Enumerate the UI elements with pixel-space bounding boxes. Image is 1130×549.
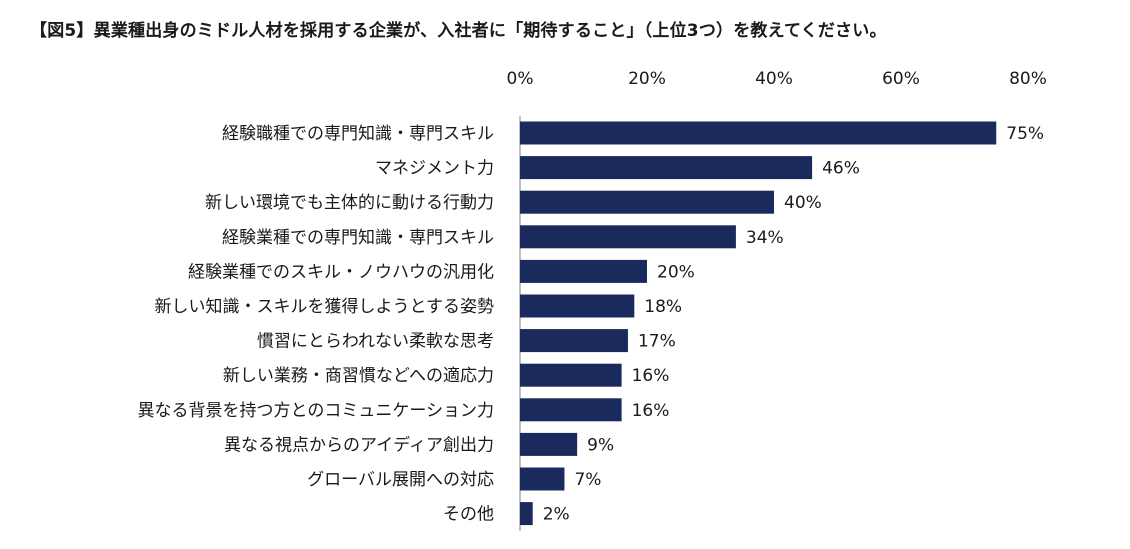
category-label: 新しい知識・スキルを獲得しようとする姿勢 bbox=[155, 297, 495, 317]
category-label: 新しい業務・商習慣などへの適応力 bbox=[223, 366, 494, 386]
bar bbox=[520, 121, 997, 145]
bar bbox=[520, 363, 622, 387]
value-label: 7% bbox=[574, 470, 601, 490]
value-label: 17% bbox=[638, 332, 676, 352]
x-axis-ticks: 0% 20% 40% 60% 80% bbox=[507, 69, 1047, 89]
value-label: 40% bbox=[784, 193, 822, 213]
category-label: 新しい環境でも主体的に動ける行動力 bbox=[205, 193, 494, 213]
value-label: 2% bbox=[543, 505, 570, 525]
value-label: 18% bbox=[644, 297, 682, 317]
bar bbox=[520, 259, 647, 283]
bar bbox=[520, 502, 533, 526]
x-tick-label: 40% bbox=[755, 69, 793, 89]
x-tick-label: 80% bbox=[1009, 69, 1047, 89]
value-label: 9% bbox=[587, 435, 614, 455]
value-label: 34% bbox=[746, 228, 784, 248]
bar bbox=[520, 398, 622, 422]
x-tick-label: 0% bbox=[507, 69, 534, 89]
x-tick-label: 20% bbox=[628, 69, 666, 89]
bar bbox=[520, 190, 774, 214]
category-label: グローバル展開への対応 bbox=[307, 470, 494, 490]
bar bbox=[520, 156, 813, 180]
category-label: 異なる視点からのアイディア創出力 bbox=[224, 434, 494, 455]
category-label: マネジメント力 bbox=[375, 159, 494, 179]
value-label: 16% bbox=[632, 401, 670, 421]
bar bbox=[520, 225, 736, 249]
bar bbox=[520, 294, 635, 318]
category-labels: 経験職種での専門知識・専門スキルマネジメント力新しい環境でも主体的に動ける行動力… bbox=[138, 124, 495, 525]
value-labels: 75% 46%40%34% 20% 18% 17% 16% 16% 9% 7%2% bbox=[543, 124, 1044, 525]
value-label: 46% bbox=[822, 159, 860, 179]
value-label: 20% bbox=[657, 262, 695, 282]
chart-title: 【図5】異業種出身のミドル人材を採用する企業が、入社者に「期待すること」（上位3… bbox=[30, 21, 887, 41]
bar bbox=[520, 432, 578, 456]
bar bbox=[520, 467, 565, 491]
category-label: その他 bbox=[443, 505, 494, 525]
value-label: 75% bbox=[1006, 124, 1044, 144]
category-label: 異なる背景を持つ方とのコミュニケーション力 bbox=[138, 401, 495, 421]
x-tick-label: 60% bbox=[882, 69, 920, 89]
bar bbox=[520, 329, 628, 353]
category-label: 経験職種での専門知識・専門スキル bbox=[222, 124, 494, 144]
bars bbox=[520, 121, 997, 526]
value-label: 16% bbox=[632, 366, 670, 386]
category-label: 経験業種での専門知識・専門スキル bbox=[222, 228, 494, 248]
category-label: 慣習にとらわれない柔軟な思考 bbox=[257, 332, 494, 352]
category-label: 経験業種でのスキル・ノウハウの汎用化 bbox=[188, 262, 494, 282]
